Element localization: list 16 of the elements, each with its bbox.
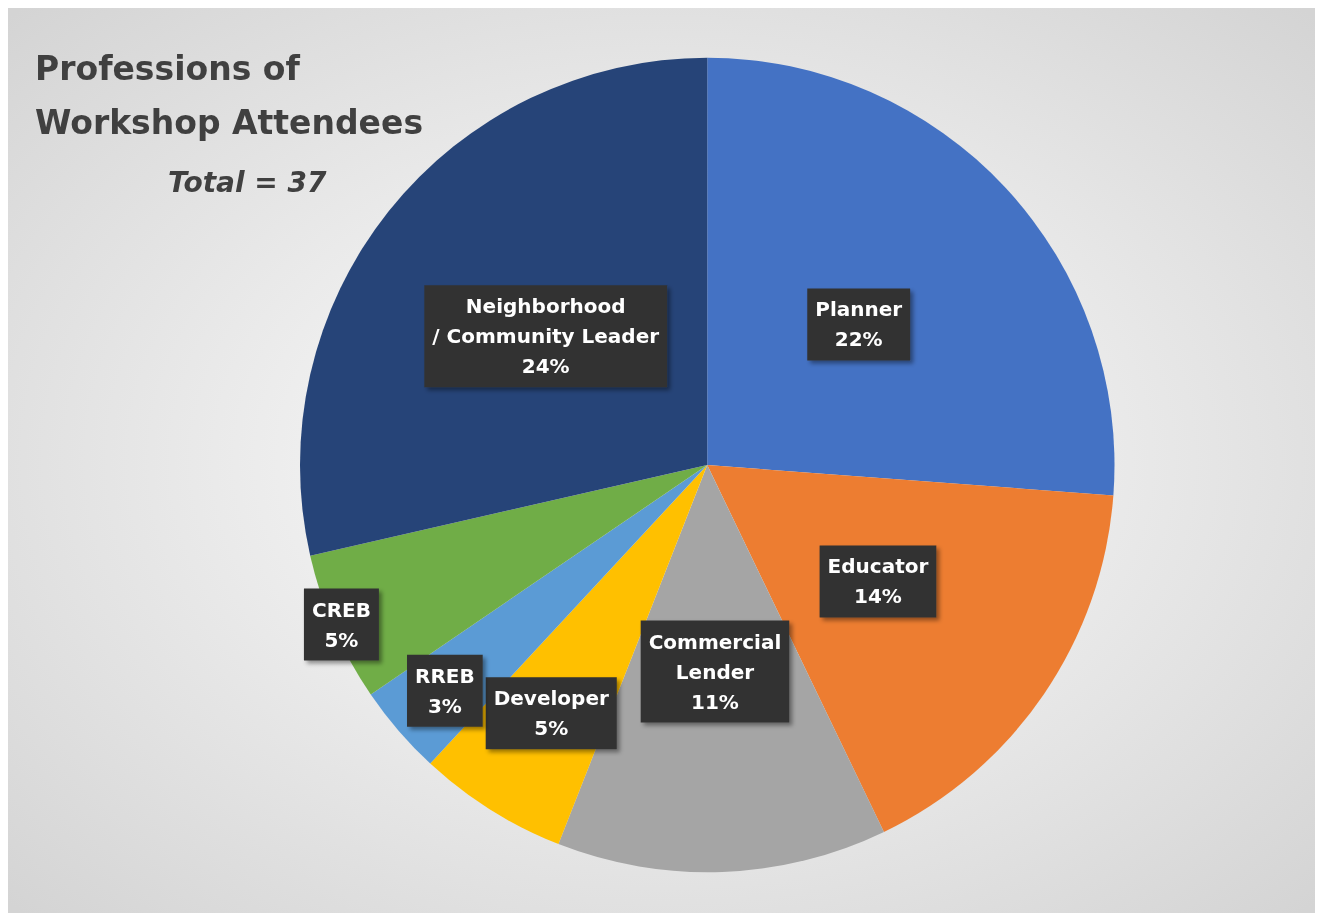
slice-label: Neighborhood / Community Leader	[432, 294, 660, 349]
data-label: 3%	[427, 693, 462, 718]
data-label: 5%	[534, 716, 569, 741]
data-label: 24%	[521, 354, 570, 379]
text: Total = 37	[168, 165, 328, 199]
data-label: 22%	[834, 327, 883, 352]
data-label: 14%	[854, 584, 902, 609]
text: Professions of Workshop Attendees	[35, 48, 424, 142]
data-label: 5%	[324, 627, 359, 652]
slice-label: Commercial Lender	[648, 629, 782, 684]
data-label: 11%	[691, 689, 739, 714]
slice-label: Developer	[493, 686, 609, 711]
slice-label: Planner	[815, 297, 903, 322]
slice-label: CREB	[311, 597, 371, 622]
slice-label: Educator	[827, 554, 929, 579]
slice-label: RREB	[415, 663, 475, 688]
